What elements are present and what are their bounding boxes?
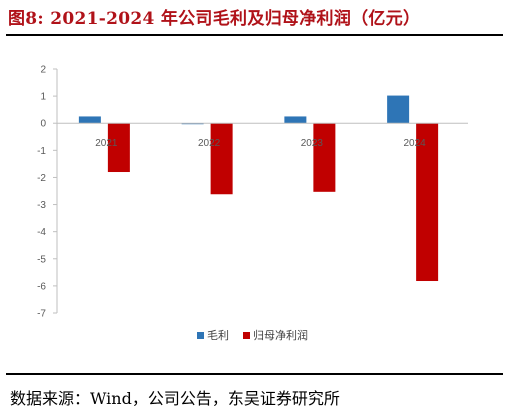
y-tick-label: -1 (37, 146, 46, 157)
legend-swatch (243, 332, 250, 339)
bar-gross-profit-2021 (78, 116, 101, 124)
y-tick-label: -3 (37, 200, 46, 211)
y-tick-label: 1 (40, 92, 46, 103)
bar-net-profit-2021 (107, 123, 130, 173)
bar-gross-profit-2023 (284, 116, 307, 124)
bar-net-profit-2022 (210, 123, 233, 195)
y-tick-label: -2 (37, 173, 46, 184)
figure-title: 图8: 2021-2024 年公司毛利及归母净利润（亿元） (8, 9, 421, 29)
x-category-label: 2021 (95, 138, 118, 149)
y-tick-label: -7 (37, 309, 46, 320)
bar-net-profit-2023 (313, 123, 336, 192)
title-divider (6, 34, 503, 36)
bar-chart: 2 1 0 -1 -2 -3 -4 -5 -6 -7 2021 2022 2023 2024 毛利 归母净… (37, 65, 468, 342)
x-category-label: 2023 (301, 138, 324, 149)
legend-swatch (197, 332, 204, 339)
x-category-label: 2024 (404, 138, 427, 149)
source-note: 数据来源：Wind，公司公告，东吴证券研究所 (10, 389, 340, 408)
x-axis: 2021 2022 2023 2024 (57, 122, 468, 149)
source-divider (6, 373, 503, 375)
bar-net-profit-2024 (416, 123, 439, 282)
y-tick-label: 2 (40, 65, 46, 76)
legend-label: 毛利 (207, 329, 229, 342)
y-tick-label: -5 (37, 254, 46, 265)
legend: 毛利 归母净利润 (197, 328, 308, 342)
legend-label: 归母净利润 (253, 328, 308, 342)
y-tick-label: -6 (37, 281, 46, 292)
y-axis: 2 1 0 -1 -2 -3 -4 -5 -6 -7 (37, 65, 58, 320)
y-tick-label: -4 (37, 227, 46, 238)
y-tick-label: 0 (40, 119, 46, 130)
bar-gross-profit-2024 (387, 95, 410, 124)
x-category-label: 2022 (198, 138, 221, 149)
